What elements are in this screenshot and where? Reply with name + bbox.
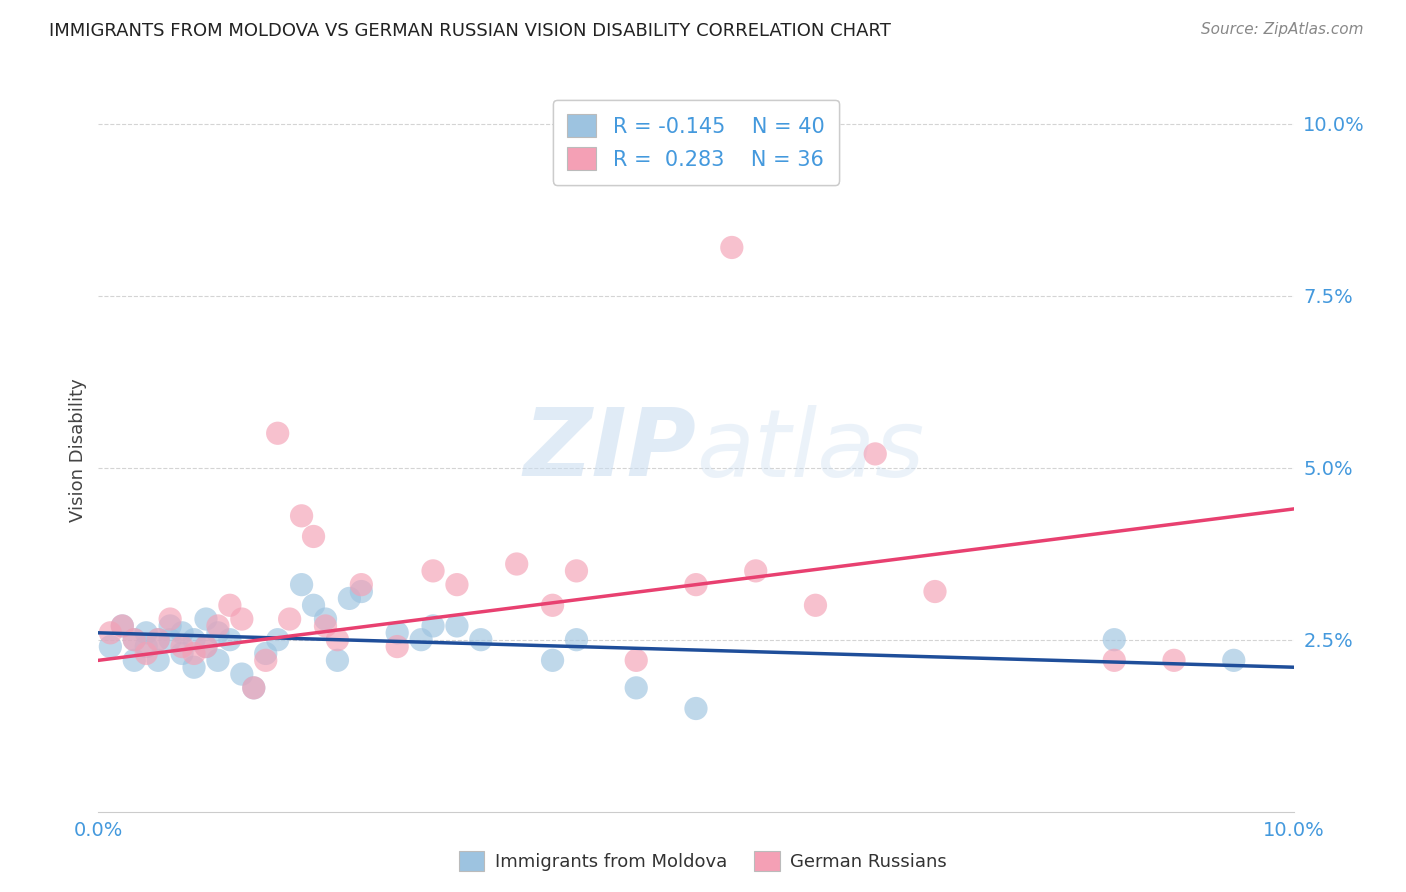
Point: [148, 632, 170, 647]
Point: [470, 632, 492, 647]
Point: [124, 632, 146, 647]
Point: [685, 701, 707, 715]
Point: [159, 612, 181, 626]
Point: [291, 508, 314, 523]
Point: [98, 625, 122, 640]
Legend: Immigrants from Moldova, German Russians: Immigrants from Moldova, German Russians: [451, 844, 955, 879]
Point: [385, 640, 409, 654]
Point: [506, 557, 529, 571]
Text: ZIP: ZIP: [523, 404, 696, 497]
Point: [1104, 632, 1126, 647]
Point: [135, 640, 157, 654]
Point: [183, 660, 205, 674]
Point: [541, 599, 564, 613]
Point: [207, 619, 229, 633]
Point: [422, 564, 444, 578]
Point: [302, 599, 325, 613]
Point: [804, 599, 827, 613]
Point: [326, 632, 349, 647]
Point: [350, 577, 373, 591]
Point: [721, 240, 744, 254]
Point: [159, 632, 181, 647]
Point: [111, 619, 134, 633]
Point: [135, 625, 157, 640]
Point: [1104, 653, 1126, 667]
Point: [124, 632, 146, 647]
Point: [254, 653, 277, 667]
Point: [148, 632, 170, 647]
Point: [745, 564, 768, 578]
Point: [172, 625, 194, 640]
Point: [541, 653, 564, 667]
Point: [1223, 653, 1246, 667]
Point: [148, 653, 170, 667]
Point: [124, 653, 146, 667]
Point: [159, 619, 181, 633]
Point: [111, 619, 134, 633]
Point: [267, 632, 290, 647]
Point: [231, 612, 253, 626]
Text: IMMIGRANTS FROM MOLDOVA VS GERMAN RUSSIAN VISION DISABILITY CORRELATION CHART: IMMIGRANTS FROM MOLDOVA VS GERMAN RUSSIA…: [49, 22, 891, 40]
Point: [291, 577, 314, 591]
Point: [207, 625, 229, 640]
Text: atlas: atlas: [696, 405, 924, 496]
Point: [267, 426, 290, 441]
Point: [326, 653, 349, 667]
Point: [207, 653, 229, 667]
Point: [1163, 653, 1185, 667]
Point: [626, 681, 648, 695]
Point: [243, 681, 266, 695]
Point: [626, 653, 648, 667]
Point: [183, 632, 205, 647]
Point: [924, 584, 946, 599]
Point: [565, 632, 588, 647]
Point: [302, 529, 325, 543]
Point: [254, 647, 277, 661]
Point: [195, 612, 218, 626]
Point: [685, 577, 707, 591]
Point: [865, 447, 887, 461]
Point: [183, 647, 205, 661]
Point: [315, 619, 337, 633]
Y-axis label: Vision Disability: Vision Disability: [69, 378, 87, 523]
Point: [422, 619, 444, 633]
Point: [135, 647, 157, 661]
Point: [411, 632, 433, 647]
Point: [385, 625, 409, 640]
Point: [446, 577, 468, 591]
Point: [98, 640, 122, 654]
Point: [315, 612, 337, 626]
Point: [350, 584, 373, 599]
Point: [565, 564, 588, 578]
Point: [172, 647, 194, 661]
Point: [339, 591, 361, 606]
Point: [172, 640, 194, 654]
Point: [446, 619, 468, 633]
Point: [195, 640, 218, 654]
Point: [243, 681, 266, 695]
Point: [195, 640, 218, 654]
Point: [231, 667, 253, 681]
Point: [219, 599, 242, 613]
Text: Source: ZipAtlas.com: Source: ZipAtlas.com: [1201, 22, 1364, 37]
Point: [219, 632, 242, 647]
Legend: R = -0.145    N = 40, R =  0.283    N = 36: R = -0.145 N = 40, R = 0.283 N = 36: [553, 100, 839, 185]
Point: [278, 612, 301, 626]
